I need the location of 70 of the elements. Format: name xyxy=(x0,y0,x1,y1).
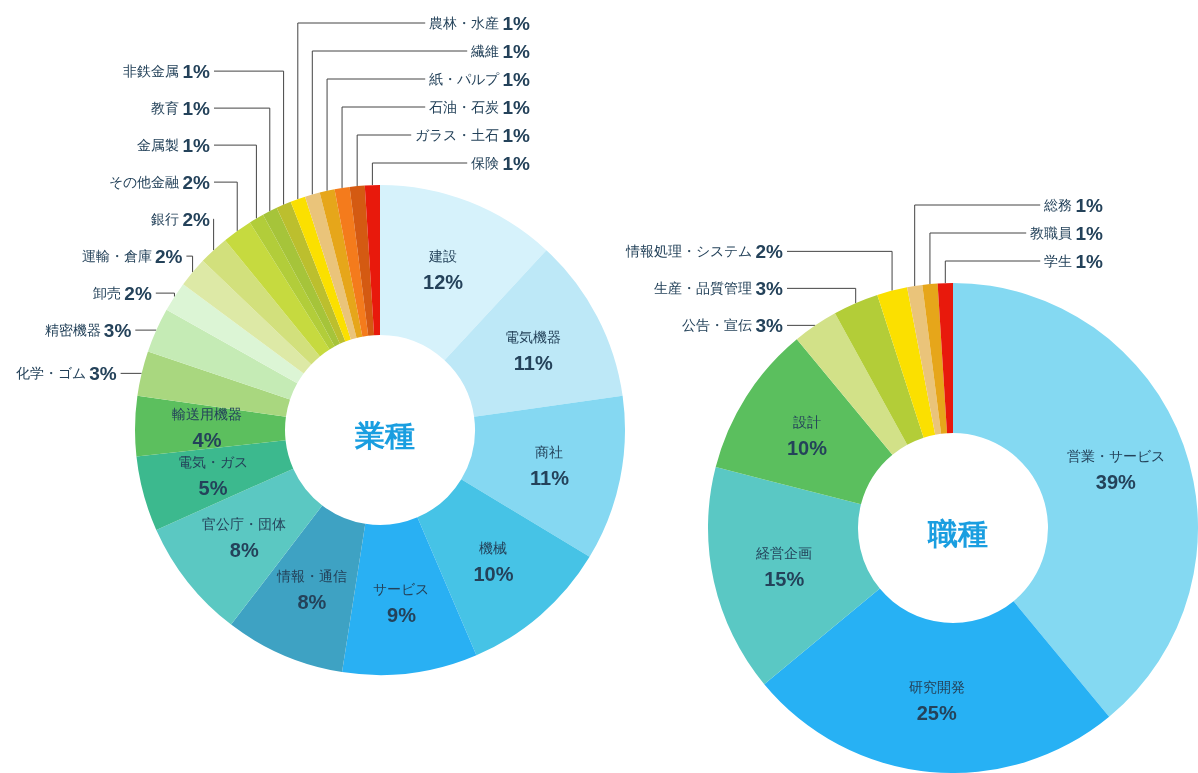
slice-label: 情報処理・システム xyxy=(625,243,753,260)
slice-label: 電気機器 xyxy=(505,328,562,345)
data-label: 8% xyxy=(229,539,259,562)
slice-label: 繊維 xyxy=(470,43,500,59)
data-label: 1% xyxy=(182,97,211,119)
slice-label: 農林・水産 xyxy=(429,15,500,31)
data-label: 8% xyxy=(297,591,327,614)
data-label: 10% xyxy=(473,562,514,585)
slice-label: 経営企画 xyxy=(755,544,813,561)
data-label: 12% xyxy=(423,270,464,293)
slice-label: 運輸・倉庫 xyxy=(81,248,152,265)
data-label: 3% xyxy=(755,277,784,299)
slice-label: その他金融 xyxy=(109,174,180,191)
data-label: 9% xyxy=(387,603,417,626)
slice-label: 精密機器 xyxy=(44,322,101,339)
text: 業種 xyxy=(354,418,415,452)
slice-label: 機械 xyxy=(479,539,508,556)
data-label: 3% xyxy=(89,362,117,384)
data-label: 1% xyxy=(182,60,211,82)
slice-label: 卸売 xyxy=(93,285,122,302)
data-label: 1% xyxy=(1075,194,1104,216)
data-label: 1% xyxy=(502,152,531,174)
data-label: 3% xyxy=(755,314,784,336)
data-label: 5% xyxy=(198,477,228,500)
slice-label: 保険 xyxy=(471,155,500,171)
slice-label: 官公庁・団体 xyxy=(202,516,287,533)
slice-label: 研究開発 xyxy=(908,679,965,696)
data-label: 2% xyxy=(182,208,211,230)
data-label: 25% xyxy=(916,702,957,725)
data-label: 2% xyxy=(755,240,784,262)
slice-label: 公告・宣伝 xyxy=(682,317,753,334)
slice-label: 銀行 xyxy=(151,211,180,228)
data-label: 10% xyxy=(786,437,828,460)
data-label: 4% xyxy=(192,429,222,452)
data-label: 1% xyxy=(502,12,531,34)
data-label: 2% xyxy=(124,282,152,304)
data-label: 11% xyxy=(530,466,570,489)
slice-label: 営業・サービス xyxy=(1066,448,1165,465)
slice-label: 紙・パルプ xyxy=(429,71,501,87)
data-label: 2% xyxy=(182,171,211,193)
slice-label: 石油・石炭 xyxy=(429,99,500,115)
slice-label: 教職員 xyxy=(1030,225,1073,241)
slice-label: 学生 xyxy=(1044,253,1073,269)
data-label: 1% xyxy=(182,134,211,156)
data-label: 2% xyxy=(154,245,183,267)
slice-label: 商社 xyxy=(535,443,564,460)
slice-label: 建設 xyxy=(428,247,458,264)
slice-label: 非鉄金属 xyxy=(123,63,180,80)
data-label: 1% xyxy=(502,96,531,118)
slice-label: 生産・品質管理 xyxy=(654,280,753,297)
data-label: 15% xyxy=(764,567,805,590)
data-label: 1% xyxy=(1075,222,1104,244)
data-label: 3% xyxy=(103,319,132,341)
data-label: 11% xyxy=(513,351,553,374)
data-label: 1% xyxy=(502,68,531,90)
slice-label: サービス xyxy=(373,580,430,597)
slice-label: 教育 xyxy=(151,100,180,117)
slice-label: 輸送用機器 xyxy=(172,406,243,423)
slice-label: ガラス・土石 xyxy=(415,127,500,143)
text: 職種 xyxy=(927,516,988,550)
slice-label: 電気・ガス xyxy=(178,454,249,471)
slice-label: 金属製 xyxy=(137,137,180,154)
slice-label: 設計 xyxy=(792,414,821,431)
slice-label: 化学・ゴム xyxy=(15,365,86,382)
data-label: 1% xyxy=(1075,250,1104,272)
data-label: 1% xyxy=(502,40,531,62)
data-label: 1% xyxy=(502,124,531,146)
slice-label: 総務 xyxy=(1043,197,1073,213)
data-label: 39% xyxy=(1095,471,1136,494)
slice-label: 情報・通信 xyxy=(275,568,347,585)
